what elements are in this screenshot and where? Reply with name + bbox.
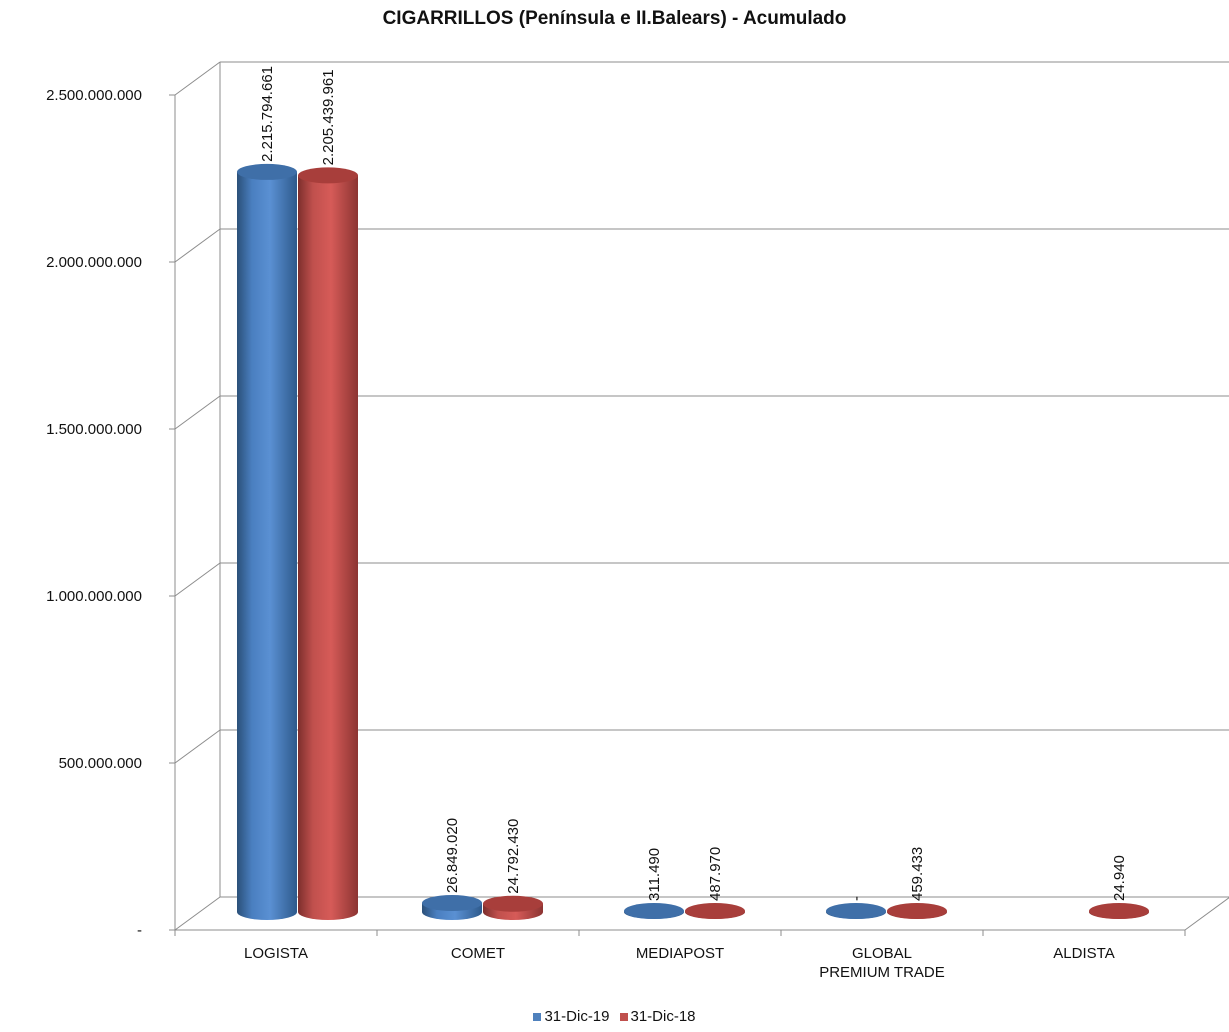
bar-body (298, 175, 358, 920)
bar-top (483, 895, 543, 912)
bar-top (887, 903, 947, 919)
gridline-diagonal (174, 228, 221, 263)
y-tick-label: 2.500.000.000 (46, 87, 142, 104)
data-label: - (848, 896, 865, 901)
bar (237, 163, 297, 921)
bar-top (422, 895, 482, 912)
x-tick-label: ALDISTA (1053, 945, 1114, 962)
bar-top (624, 903, 684, 919)
bar-top (237, 163, 297, 180)
data-label: 311.490 (646, 848, 663, 901)
legend: 31-Dic-19 31-Dic-18 (0, 1008, 1229, 1025)
legend-label: 31-Dic-19 (544, 1008, 610, 1025)
y-tick-label: 1.500.000.000 (46, 421, 142, 438)
bar (685, 903, 745, 919)
data-label: 487.970 (707, 847, 724, 901)
x-tick-label: GLOBAL (852, 945, 912, 962)
gridline-diagonal (174, 729, 221, 764)
legend-swatch (533, 1012, 542, 1021)
bar-top (298, 167, 358, 184)
bar-top (1089, 903, 1149, 919)
legend-swatch (619, 1012, 628, 1021)
y-tick-label: 2.000.000.000 (46, 254, 142, 271)
x-tick-label: PREMIUM TRADE (819, 964, 945, 981)
legend-label: 31-Dic-18 (630, 1008, 696, 1025)
y-tick-label: 1.000.000.000 (46, 588, 142, 605)
x-tick-label: LOGISTA (244, 945, 308, 962)
chart-title: CIGARRILLOS (Península e II.Balears) - A… (382, 8, 847, 29)
bar-top (685, 903, 745, 919)
x-tick-label: COMET (451, 945, 505, 962)
bar (826, 903, 886, 919)
bar (624, 903, 684, 919)
bar-top (826, 903, 886, 919)
floor-right-edge (1184, 897, 1229, 931)
bar-body (237, 171, 297, 921)
data-label: 2.215.794.661 (259, 66, 276, 162)
bar (422, 895, 482, 920)
y-tick-label: - (137, 922, 142, 939)
gridline-diagonal (174, 395, 221, 430)
legend-item: 31-Dic-18 (619, 1008, 696, 1025)
bar (887, 903, 947, 919)
data-label: 2.205.439.961 (320, 69, 337, 165)
data-label: 26.849.020 (444, 818, 461, 893)
floor-left-edge (174, 896, 221, 931)
bar-chart: - 500.000.000 1.000.000.000 1.500.000.000 2.… (46, 61, 1229, 981)
gridline-diagonal (174, 61, 221, 96)
bar (483, 895, 543, 920)
legend-item: 31-Dic-19 (533, 1008, 610, 1025)
x-tick-label: MEDIAPOST (636, 945, 724, 962)
data-label: 24.940 (1111, 855, 1128, 901)
bar (1089, 903, 1149, 919)
data-label: 459.433 (909, 847, 926, 901)
y-tick-label: 500.000.000 (59, 755, 142, 772)
gridline-diagonal (174, 562, 221, 597)
data-label: 24.792.430 (505, 819, 522, 894)
bar (298, 167, 358, 920)
